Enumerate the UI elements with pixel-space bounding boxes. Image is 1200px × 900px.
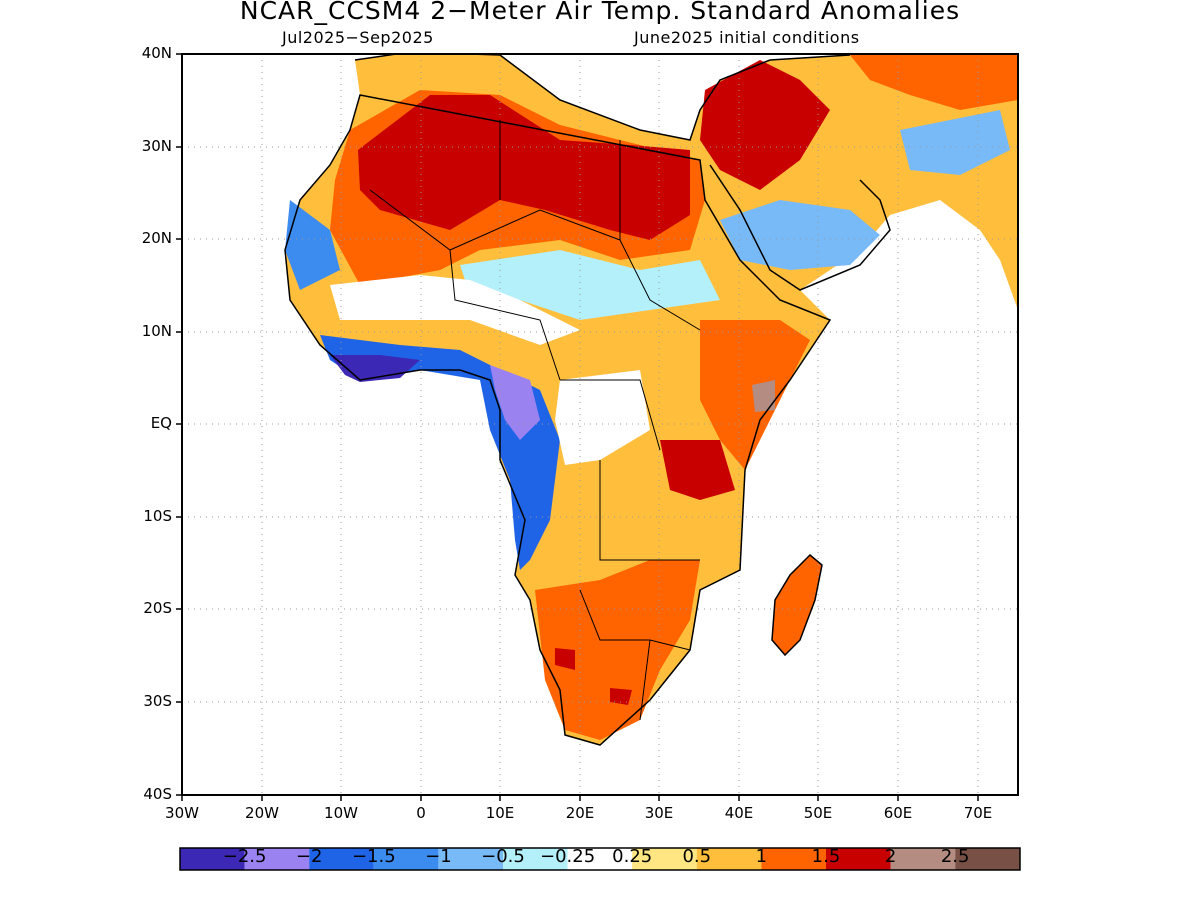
arabia-cool [720, 200, 880, 270]
colorbar-swatch [180, 848, 245, 870]
lon-label: 30W [165, 804, 199, 822]
central-africa-neutral [555, 370, 650, 465]
initial-conditions: June2025 initial conditions [634, 28, 860, 47]
colorbar-label: −1.5 [351, 846, 396, 867]
east-africa-very-warm [660, 440, 735, 500]
guinea-coast-strong-cool [330, 355, 420, 382]
lon-label: 60E [883, 804, 913, 822]
colorbar-label: −2.5 [222, 846, 267, 867]
colorbar [179, 847, 1021, 871]
east-africa-brown [752, 380, 775, 412]
lon-label: 50E [803, 804, 833, 822]
colorbar-label: 1.5 [811, 846, 841, 867]
southern-africa-red [555, 648, 575, 670]
lon-label: 10W [324, 804, 358, 822]
sahel-neutral [330, 275, 580, 345]
colorbar-swatch [567, 848, 633, 870]
lat-label: 10N [141, 322, 172, 340]
country-borders [369, 120, 701, 721]
colorbar-label: 1 [755, 846, 768, 867]
lon-label: 20W [245, 804, 279, 822]
colorbar-label: 0.25 [612, 846, 653, 867]
madagascar [772, 555, 822, 655]
lat-label: 30S [143, 692, 172, 710]
madagascar-coast [771, 553, 823, 657]
colorbar-swatch [890, 848, 956, 870]
coastline [284, 54, 851, 746]
colorbar-swatch [955, 848, 1020, 870]
lat-label: EQ [150, 414, 172, 432]
lat-label: 40S [143, 785, 172, 803]
colorbar-swatch [244, 848, 310, 870]
lon-label: 10E [485, 804, 515, 822]
west-africa-cool [285, 200, 340, 290]
colorbar-label: 2 [884, 846, 897, 867]
axis-ticks [176, 53, 979, 801]
colorbar-swatch [373, 848, 439, 870]
colorbar-swatch [503, 848, 568, 870]
gridlines [182, 54, 1018, 795]
forecast-period: Jul2025−Sep2025 [282, 28, 434, 47]
colorbar-swatch [309, 848, 374, 870]
arabia-coast [709, 164, 891, 291]
southern-africa-red-2 [610, 688, 632, 705]
mideast-orange [850, 55, 1018, 110]
iran-cool [900, 110, 1010, 175]
colorbar-label: −0.25 [540, 846, 596, 867]
lon-label: 40E [724, 804, 754, 822]
lat-label: 20S [143, 599, 172, 617]
southern-africa-orange [535, 560, 700, 740]
colorbar-label: −0.5 [481, 846, 525, 867]
colorbar-swatch [696, 848, 762, 870]
colorbar-swatch [632, 848, 697, 870]
lat-label: 30N [141, 137, 172, 155]
colorbar-label: 2.5 [940, 846, 970, 867]
colorbar-swatch [438, 848, 503, 870]
lon-label: 0 [416, 804, 426, 822]
map-title: NCAR_CCSM4 2−Meter Air Temp. Standard An… [239, 0, 961, 25]
colorbar-label: −2 [295, 846, 323, 867]
gulf-guinea-lavender [490, 365, 540, 440]
sahara-very-warm [358, 95, 690, 240]
colorbar-label: −1 [425, 846, 452, 867]
lat-label: 40N [141, 44, 172, 62]
lat-label: 20N [141, 229, 172, 247]
lat-label: 10S [143, 507, 172, 525]
colorbar-swatch [826, 848, 891, 870]
lon-label: 30E [644, 804, 674, 822]
mideast-warm [700, 60, 830, 190]
colorbar-swatch [761, 848, 826, 870]
colorbar-label: 0.5 [682, 846, 712, 867]
lon-label: 20E [565, 804, 595, 822]
lon-label: 70E [963, 804, 993, 822]
